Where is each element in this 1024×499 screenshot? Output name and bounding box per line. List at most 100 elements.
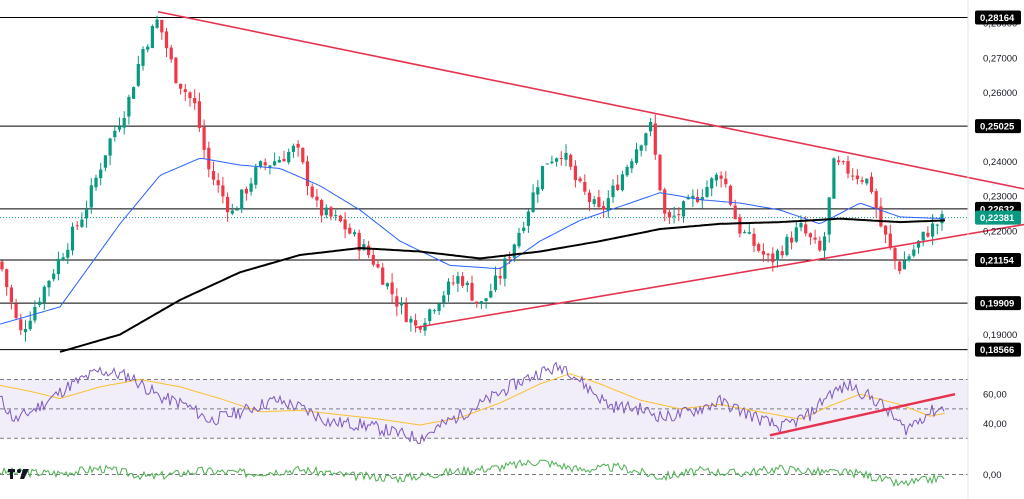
candle-body bbox=[183, 89, 187, 93]
candle-body bbox=[315, 196, 319, 201]
candle bbox=[569, 153, 573, 170]
price-level-tag[interactable]: 0,19909 bbox=[975, 296, 1021, 311]
candle bbox=[296, 140, 300, 157]
candle-body bbox=[202, 127, 206, 150]
candle bbox=[724, 171, 728, 188]
candle bbox=[503, 254, 507, 287]
candle-body bbox=[85, 209, 89, 219]
candle bbox=[583, 174, 587, 195]
candle-body bbox=[160, 19, 164, 33]
candle bbox=[451, 275, 455, 286]
candle-body bbox=[244, 188, 248, 194]
candle bbox=[658, 154, 662, 192]
price-level-tag[interactable]: 0,25025 bbox=[975, 119, 1021, 134]
candle bbox=[912, 244, 916, 258]
candle-body bbox=[832, 158, 836, 199]
candle bbox=[865, 178, 869, 186]
candle-body bbox=[117, 126, 122, 130]
candle-body bbox=[324, 207, 328, 216]
candle-body bbox=[658, 154, 662, 191]
candle-body bbox=[390, 282, 394, 295]
candle-body bbox=[926, 232, 930, 237]
price-tick-label: 0,23000 bbox=[983, 192, 1017, 203]
candle-body bbox=[780, 251, 784, 256]
candle bbox=[334, 210, 338, 221]
candle bbox=[221, 176, 225, 204]
candle bbox=[700, 189, 704, 209]
price-tick-label: 0,26000 bbox=[983, 88, 1017, 99]
candle bbox=[273, 152, 277, 167]
candle-body bbox=[80, 219, 84, 227]
candle-body bbox=[879, 206, 883, 227]
candle-body bbox=[52, 273, 56, 280]
candle bbox=[0, 260, 4, 272]
price-pane bbox=[0, 10, 1024, 353]
candle-body bbox=[649, 121, 653, 132]
price-level-tag[interactable]: 0,21154 bbox=[975, 253, 1021, 268]
ma-slow-line bbox=[59, 217, 946, 353]
candle-body bbox=[620, 174, 624, 191]
candle bbox=[188, 91, 192, 107]
candle-body bbox=[414, 320, 418, 326]
price-level-tag-text: 0,18566 bbox=[980, 345, 1014, 356]
candle bbox=[226, 192, 230, 222]
price-axis[interactable]: 0,280000,270000,260000,240000,230000,220… bbox=[967, 0, 1021, 499]
candle bbox=[714, 172, 718, 187]
rsi-tick-label: 60,00 bbox=[983, 390, 1007, 401]
candle-body bbox=[921, 231, 925, 241]
candle-body bbox=[686, 197, 690, 200]
candle bbox=[893, 246, 897, 270]
price-level-tag[interactable]: 0,18566 bbox=[975, 342, 1021, 357]
candle bbox=[757, 242, 761, 253]
candle-body bbox=[512, 244, 516, 258]
candle bbox=[47, 280, 51, 297]
price-level-tag[interactable]: 0,28164 bbox=[975, 10, 1021, 25]
candle-body bbox=[221, 185, 225, 197]
price-level-tag-text: 0,22632 bbox=[980, 204, 1014, 215]
candle-body bbox=[226, 196, 230, 213]
candle bbox=[113, 125, 117, 142]
candle-body bbox=[799, 223, 803, 228]
price-tick-label: 0,19000 bbox=[983, 330, 1017, 341]
current-price-tag[interactable]: 0,22381 bbox=[975, 210, 1021, 225]
candle-body bbox=[794, 227, 798, 242]
candle bbox=[747, 224, 751, 235]
candle-body bbox=[747, 232, 751, 234]
candle-body bbox=[9, 287, 13, 302]
candle bbox=[14, 298, 18, 321]
candle-body bbox=[634, 149, 639, 163]
candle-body bbox=[451, 282, 455, 284]
candle-body bbox=[136, 63, 140, 86]
candle bbox=[672, 206, 676, 224]
candle-body bbox=[484, 298, 488, 301]
candle bbox=[42, 285, 46, 310]
candle-body bbox=[188, 92, 192, 98]
candle bbox=[277, 156, 281, 163]
candle-body bbox=[357, 232, 361, 251]
candle bbox=[935, 223, 939, 235]
candle-body bbox=[714, 174, 718, 181]
candle bbox=[644, 132, 648, 152]
candle-body bbox=[456, 276, 460, 284]
candle bbox=[921, 231, 925, 247]
candle-body bbox=[141, 49, 145, 66]
candle bbox=[625, 164, 629, 177]
candle-body bbox=[47, 280, 51, 288]
candle bbox=[127, 94, 131, 125]
price-level-tag-bg bbox=[975, 10, 1021, 25]
candle bbox=[888, 224, 892, 251]
candle-body bbox=[733, 205, 737, 220]
candle-body bbox=[385, 283, 389, 287]
candle bbox=[395, 288, 399, 317]
candle bbox=[851, 168, 855, 181]
price-level-tag-bg bbox=[975, 253, 1021, 268]
candle bbox=[52, 269, 56, 282]
candle bbox=[376, 259, 380, 269]
candle-body bbox=[75, 225, 79, 227]
rsi-ma-line bbox=[0, 373, 946, 426]
candle bbox=[23, 319, 28, 342]
candle-body bbox=[587, 192, 592, 202]
candle bbox=[414, 313, 418, 333]
